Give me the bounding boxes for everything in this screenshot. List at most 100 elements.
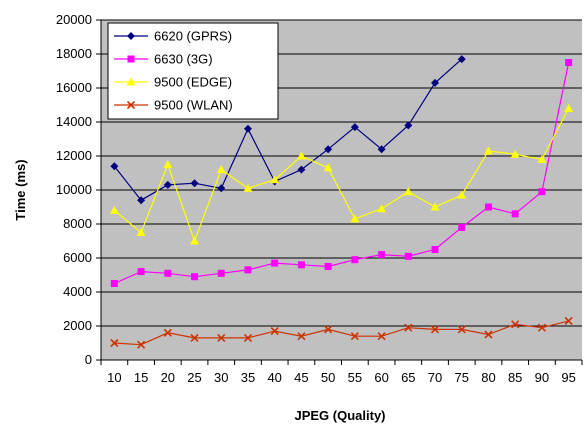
data-point [127, 32, 135, 40]
series-4 [110, 316, 573, 349]
y-tick-label: 16000 [56, 80, 92, 95]
data-point [217, 333, 226, 342]
y-axis-title: Time (ms) [13, 159, 28, 220]
data-point [136, 228, 146, 236]
x-tick-label: 10 [107, 370, 121, 385]
data-point [110, 338, 119, 348]
data-point [538, 188, 546, 196]
legend-label: 9500 (WLAN) [154, 98, 233, 113]
data-point [190, 179, 199, 188]
data-point [217, 269, 225, 277]
series-2 [110, 59, 573, 287]
data-point [378, 251, 386, 259]
x-tick-label: 55 [348, 370, 362, 385]
x-axis-title: JPEG (Quality) [294, 408, 385, 423]
data-point [457, 325, 466, 334]
data-point [377, 204, 387, 213]
data-point [216, 165, 226, 174]
data-point [110, 280, 118, 287]
data-point [163, 180, 172, 189]
data-point [404, 252, 412, 260]
y-tick-label: 4000 [63, 284, 92, 299]
y-tick-label: 10000 [56, 182, 92, 197]
legend-item: 6630 (3G) [114, 52, 213, 67]
y-tick-label: 20000 [56, 12, 92, 27]
data-point [324, 325, 333, 334]
data-point [377, 145, 386, 154]
x-tick-label: 15 [134, 370, 148, 385]
data-point [243, 333, 253, 342]
x-tick-label: 75 [455, 370, 469, 385]
data-point [243, 183, 253, 192]
y-tick-label: 2000 [63, 318, 92, 333]
series-line [113, 108, 570, 243]
data-point [270, 175, 280, 184]
data-point [537, 154, 547, 163]
data-point [350, 332, 359, 341]
x-tick-label: 80 [481, 370, 495, 385]
legend-box [107, 22, 279, 120]
series-layer [109, 55, 574, 349]
data-point [126, 100, 136, 110]
data-point [511, 210, 519, 218]
data-point [217, 184, 226, 193]
data-point [537, 323, 546, 332]
x-tick-label: 60 [374, 370, 388, 385]
legend-item: 9500 (WLAN) [114, 98, 233, 113]
data-point [404, 323, 413, 332]
y-tick-label: 8000 [63, 216, 92, 231]
data-point [137, 340, 146, 349]
data-point [430, 325, 440, 334]
data-point [510, 149, 520, 158]
data-point [243, 124, 252, 133]
data-point [190, 236, 200, 245]
data-point [191, 273, 199, 281]
data-point [297, 261, 305, 269]
series-3 [109, 103, 574, 245]
y-tick-label: 14000 [56, 114, 92, 129]
x-tick-label: 90 [535, 370, 549, 385]
y-tick-label: 6000 [63, 250, 92, 265]
data-point [244, 266, 252, 274]
data-point [377, 332, 386, 341]
data-point [110, 162, 119, 171]
data-point [271, 259, 279, 267]
data-point [511, 320, 520, 329]
x-tick-label: 70 [428, 370, 442, 385]
legend-label: 6630 (3G) [154, 52, 213, 67]
data-point [484, 330, 493, 339]
x-tick-label: 20 [161, 370, 175, 385]
series-line [114, 62, 570, 285]
data-point [109, 205, 119, 214]
data-point [297, 165, 306, 174]
data-point [163, 160, 173, 168]
data-point [484, 203, 492, 211]
y-axis-ticks: 0 2000 4000 6000 8000 10000 12000 14000 16000 180… [56, 12, 101, 367]
data-point [126, 77, 136, 86]
x-tick-label: 85 [508, 370, 522, 385]
data-point [565, 59, 573, 66]
legend-label: 6620 (GPRS) [154, 29, 232, 44]
data-point [458, 223, 466, 231]
data-point [403, 187, 413, 196]
data-point [351, 256, 359, 264]
data-point [323, 163, 333, 172]
legend: 6620 (GPRS) 6630 (3G) 9500 (EDGE) 9500 (WLA… [107, 22, 279, 120]
legend-item: 9500 (EDGE) [114, 75, 232, 90]
data-point [430, 202, 440, 211]
x-tick-label: 45 [294, 370, 308, 385]
data-point [350, 123, 359, 132]
data-point [483, 146, 493, 155]
data-point [163, 328, 172, 337]
legend-label: 9500 (EDGE) [154, 75, 232, 90]
legend-item: 6620 (GPRS) [114, 29, 232, 44]
data-point [564, 103, 574, 112]
data-point [431, 246, 439, 253]
data-point [564, 316, 573, 325]
data-point [270, 327, 279, 336]
data-point [457, 55, 466, 64]
y-tick-label: 18000 [56, 46, 92, 61]
data-point [324, 145, 333, 154]
x-tick-label: 40 [267, 370, 281, 385]
